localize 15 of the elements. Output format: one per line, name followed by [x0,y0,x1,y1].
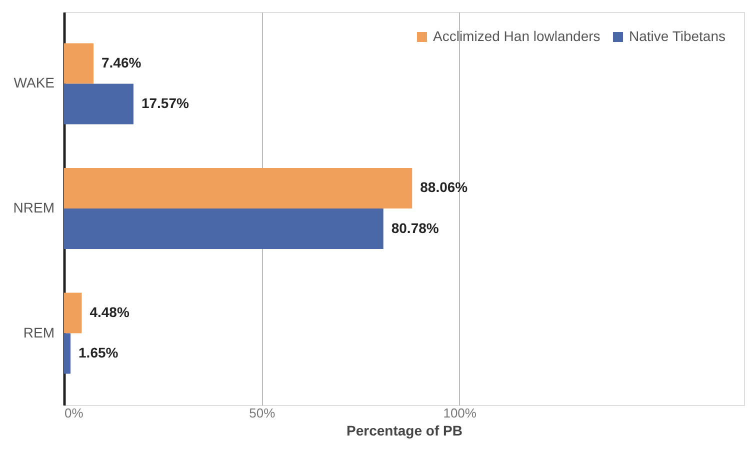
x-tick-label: 100% [443,406,477,420]
data-label: 80.78% [391,220,440,236]
x-tick-label: 50% [249,406,276,420]
data-label: 88.06% [420,179,468,196]
y-tick-label: WAKE [14,74,54,91]
data-label: 7.46% [101,54,142,70]
x-axis-title: Percentage of PB [346,422,462,438]
legend-label: Native Tibetans [629,28,726,44]
legend-label: Acclimized Han lowlanders [433,28,600,44]
data-label: 17.57% [141,95,190,112]
y-tick-label: REM [23,324,54,340]
data-label: 4.48% [90,304,130,320]
y-tick-label: NREM [13,200,54,216]
x-tick-label: 0% [64,406,84,420]
data-label: 1.65% [78,344,119,361]
